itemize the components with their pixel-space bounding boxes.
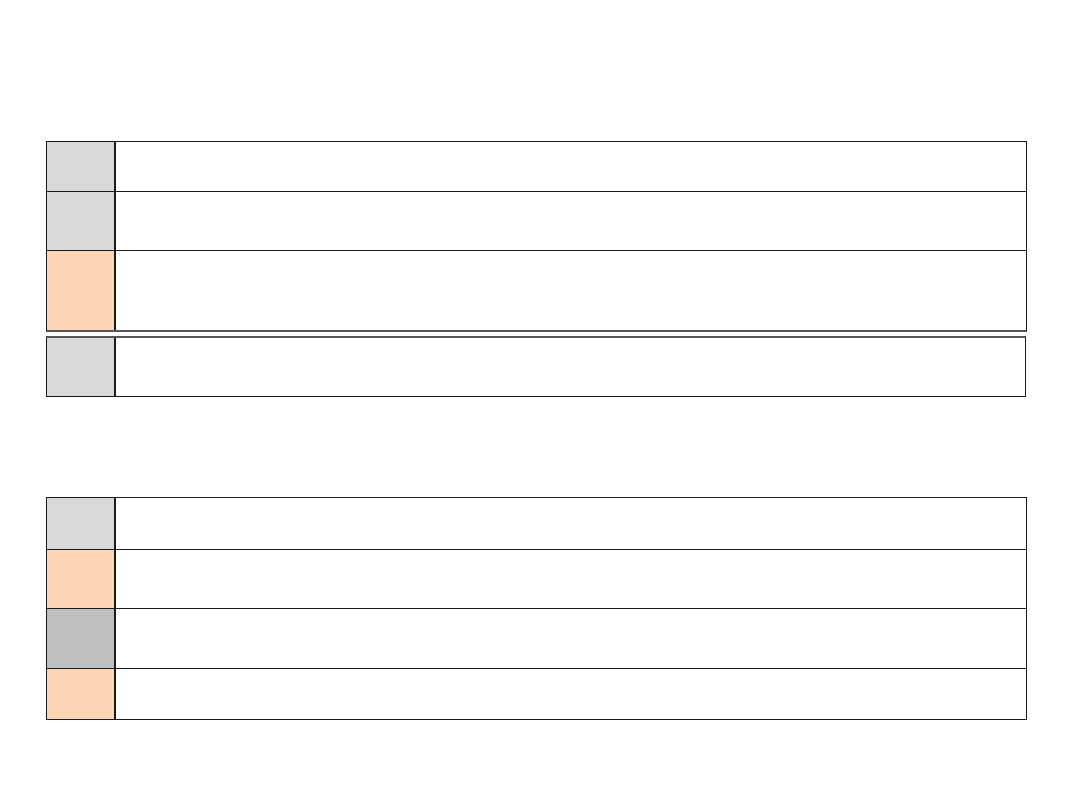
color-swatch	[47, 251, 116, 330]
color-swatch	[47, 669, 116, 719]
row-text	[116, 550, 1026, 608]
table-row	[46, 608, 1027, 669]
color-swatch	[47, 550, 116, 608]
row-text	[116, 192, 1026, 250]
row-text	[116, 142, 1026, 191]
table-row	[46, 141, 1027, 192]
table-row	[46, 250, 1027, 332]
table-row	[46, 191, 1027, 251]
color-swatch	[47, 498, 116, 549]
color-swatch	[47, 142, 116, 191]
color-swatch	[47, 192, 116, 250]
row-text	[116, 251, 1026, 330]
row-text	[116, 669, 1026, 719]
row-text	[116, 609, 1026, 668]
table-row	[46, 549, 1027, 609]
color-swatch	[47, 609, 116, 668]
table-row	[46, 668, 1027, 720]
color-swatch	[47, 338, 116, 396]
row-text	[116, 498, 1026, 549]
row-text	[116, 338, 1025, 396]
separate-box	[46, 336, 1026, 397]
table-row	[46, 497, 1027, 550]
